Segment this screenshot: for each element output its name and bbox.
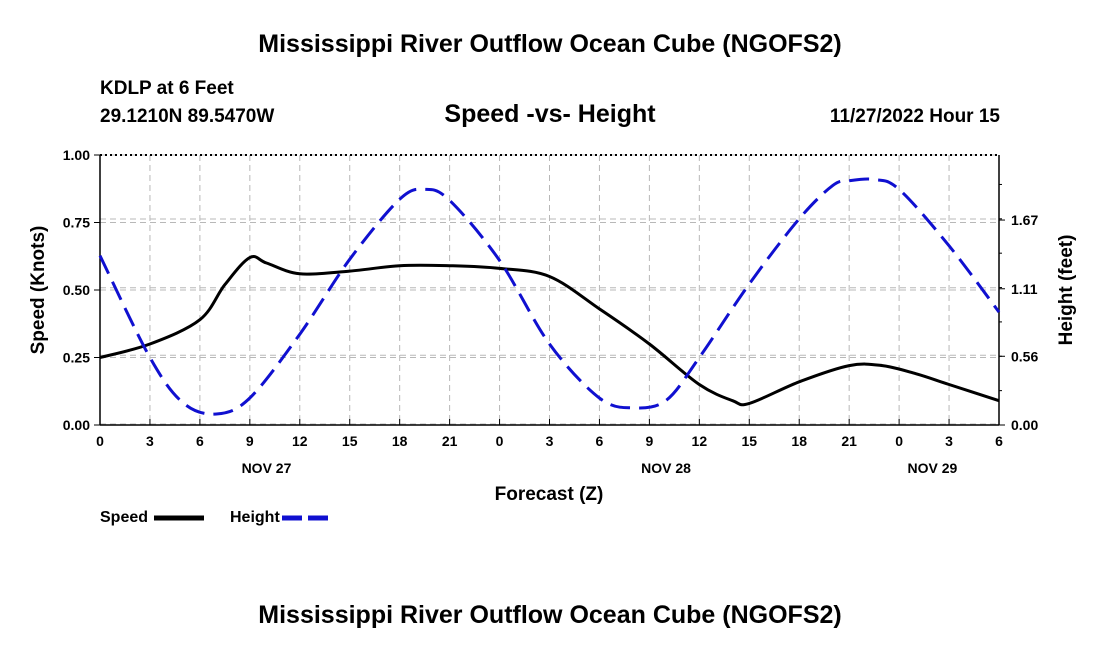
y-tick-label: 0.75 xyxy=(63,215,90,231)
x-tick-label: 3 xyxy=(945,433,953,449)
x-tick-label: 12 xyxy=(292,433,308,449)
x-tick-label: 0 xyxy=(895,433,903,449)
x-tick-label: 21 xyxy=(442,433,458,449)
legend-height-label: Height xyxy=(230,509,280,526)
coordinates-label: 29.1210N 89.5470W xyxy=(100,106,275,127)
y-tick-label: 0.00 xyxy=(63,417,90,433)
footer-title: Mississippi River Outflow Ocean Cube (NG… xyxy=(258,601,842,629)
station-label: KDLP at 6 Feet xyxy=(100,78,234,99)
y2-tick-label: 1.67 xyxy=(1011,212,1038,228)
main-title: Mississippi River Outflow Ocean Cube (NG… xyxy=(258,30,842,58)
x-tick-label: 6 xyxy=(196,433,204,449)
grid xyxy=(99,154,1000,426)
series xyxy=(98,177,1001,416)
x-tick-label: 6 xyxy=(995,433,1003,449)
legend-speed-label: Speed xyxy=(100,509,149,526)
x-tick-label: 0 xyxy=(96,433,104,449)
y2-tick-label: 1.11 xyxy=(1011,281,1038,297)
datetime-label: 11/27/2022 Hour 15 xyxy=(829,106,1000,127)
speed-height-chart: 0 3 6 9 12 15 18 21 0 3 6 9 12 15 18 21 0 3 6 0.00 0.25 0.50 0… xyxy=(28,147,1077,505)
x-tick-label: 6 xyxy=(596,433,604,449)
date-label: NOV 29 xyxy=(908,460,958,476)
legend-height-swatch xyxy=(281,515,332,521)
x-tick-label: 3 xyxy=(546,433,554,449)
chart-subtitle: Speed -vs- Height xyxy=(444,100,656,128)
x-tick-label: 18 xyxy=(392,433,408,449)
x-tick-label: 9 xyxy=(246,433,254,449)
x-tick-label: 0 xyxy=(496,433,504,449)
date-label: NOV 28 xyxy=(641,460,691,476)
series-line-speed xyxy=(99,255,1000,407)
y2-tick-label: 0.00 xyxy=(1011,417,1038,433)
x-axis-title: Forecast (Z) xyxy=(495,484,604,505)
legend-speed: Speed xyxy=(100,509,206,527)
y2-axis-title: Height (feet) xyxy=(1056,235,1077,346)
y-tick-label: 1.00 xyxy=(63,147,90,163)
y-axis-title: Speed (Knots) xyxy=(28,226,49,355)
x-tick-label: 18 xyxy=(791,433,807,449)
y2-tick-label: 0.56 xyxy=(1011,348,1038,364)
axes: 0 3 6 9 12 15 18 21 0 3 6 9 12 15 18 21 0 3 6 0.00 0.25 0.50 0… xyxy=(63,147,1039,476)
x-tick-label: 3 xyxy=(146,433,154,449)
y-tick-label: 0.50 xyxy=(63,282,90,298)
x-tick-label: 12 xyxy=(692,433,708,449)
legend-speed-swatch xyxy=(154,515,205,521)
legend-height: Height xyxy=(230,509,334,527)
date-label: NOV 27 xyxy=(242,460,292,476)
x-tick-label: 21 xyxy=(841,433,857,449)
x-tick-label: 9 xyxy=(645,433,653,449)
x-tick-label: 15 xyxy=(741,433,757,449)
series-line-height xyxy=(98,177,1001,416)
x-tick-label: 15 xyxy=(342,433,358,449)
y-tick-label: 0.25 xyxy=(63,350,90,366)
